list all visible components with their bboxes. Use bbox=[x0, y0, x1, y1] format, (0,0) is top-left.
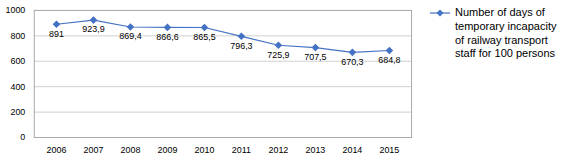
svg-text:670,3: 670,3 bbox=[341, 57, 363, 67]
svg-text:2008: 2008 bbox=[121, 145, 141, 155]
svg-text:865,5: 865,5 bbox=[193, 32, 215, 42]
svg-text:2006: 2006 bbox=[47, 145, 67, 155]
svg-text:2007: 2007 bbox=[84, 145, 104, 155]
svg-text:400: 400 bbox=[10, 82, 25, 92]
svg-text:923,9: 923,9 bbox=[82, 24, 104, 34]
svg-text:707,5: 707,5 bbox=[304, 52, 326, 62]
svg-text:2009: 2009 bbox=[158, 145, 178, 155]
svg-text:800: 800 bbox=[10, 31, 25, 41]
svg-text:2012: 2012 bbox=[268, 145, 288, 155]
svg-text:684,8: 684,8 bbox=[378, 55, 400, 65]
svg-text:200: 200 bbox=[10, 107, 25, 117]
svg-text:2011: 2011 bbox=[232, 145, 251, 155]
svg-text:725,9: 725,9 bbox=[267, 50, 289, 60]
svg-text:2014: 2014 bbox=[342, 145, 362, 155]
svg-text:2015: 2015 bbox=[379, 145, 399, 155]
svg-text:2013: 2013 bbox=[305, 145, 325, 155]
svg-text:796,3: 796,3 bbox=[230, 41, 252, 51]
svg-text:869,4: 869,4 bbox=[119, 31, 141, 41]
svg-text:600: 600 bbox=[10, 56, 25, 66]
svg-text:2010: 2010 bbox=[194, 145, 214, 155]
html-text:Number of days of temporary in: Number of days of temporary incapacity o… bbox=[455, 6, 557, 60]
svg-text:0: 0 bbox=[20, 132, 25, 142]
svg-text:866,6: 866,6 bbox=[156, 32, 178, 42]
svg-text:891: 891 bbox=[49, 29, 64, 39]
svg-text:1000: 1000 bbox=[5, 5, 25, 15]
